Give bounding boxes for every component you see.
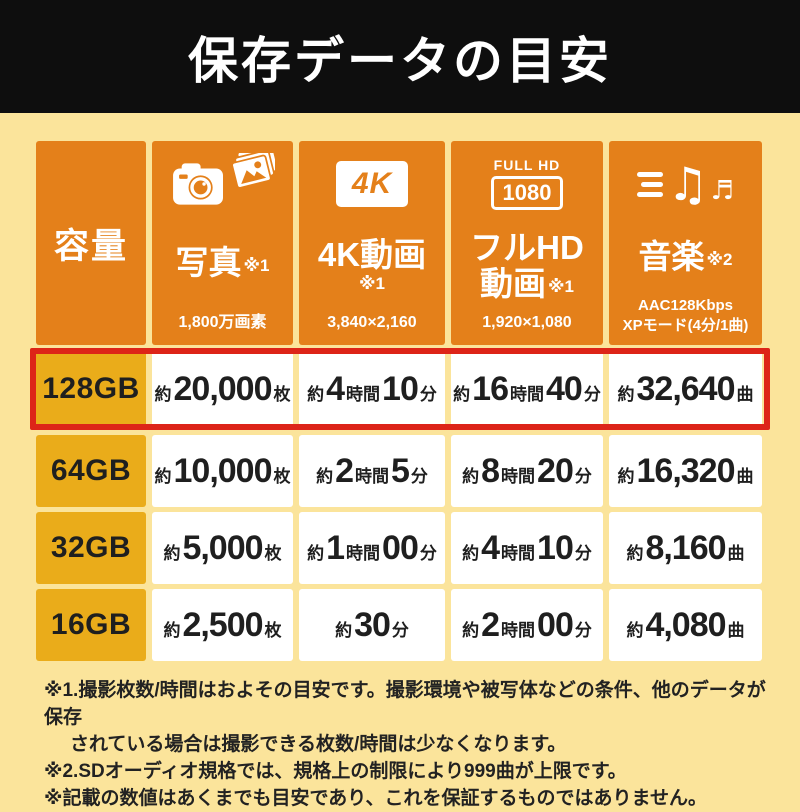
value-cell-32gb-4k: 約1 時間00 分	[299, 512, 445, 584]
column-header-fullhd-video: FULL HD 1080 フルHD 動画 ※1 1,920×1,080	[451, 141, 603, 345]
value-cell-128gb-music: 約32,640 曲	[609, 354, 762, 424]
photo-note: ※1	[243, 256, 270, 276]
value-cell-128gb-fullhd: 約16 時間40 分	[451, 354, 603, 424]
footnote-1-line1: ※1.撮影枚数/時間はおよその目安です。撮影環境や被写体などの条件、他のデータが…	[44, 680, 766, 728]
page-title: 保存データの目安	[188, 32, 612, 89]
photo-title: 写真	[175, 243, 242, 281]
camera-photos-icon-svg	[172, 153, 275, 205]
value-cell-64gb-fullhd: 約8 時間20 分	[451, 435, 603, 507]
value-cell-64gb-4k: 約2 時間5 分	[299, 435, 445, 507]
value-cell-16gb-fullhd: 約2 時間00 分	[451, 589, 603, 661]
capacity-header-label: 容量	[53, 226, 128, 266]
column-header-music: ♫ ♬ 音楽 ※2 AAC128Kbps XPモード(4分/1曲)	[609, 141, 762, 345]
music-title: 音楽	[638, 237, 705, 275]
music-note-large-glyph: ♫	[667, 157, 709, 211]
music-subtitle-line2: XPモード(4分/1曲)	[622, 316, 749, 334]
column-header-photo: 写真 ※1 1,800万画素	[152, 141, 293, 345]
capacity-cell-32gb: 32GB	[36, 512, 146, 584]
footnote-1-line2: されている場合は撮影できる枚数/時間は少なくなります。	[70, 734, 567, 755]
table-row-64gb: 64GB 約10,000 枚 約2 時間5 分 約8 時間20 分 約16,320 曲	[36, 435, 764, 507]
music-notes-icon: ♫ ♬	[609, 151, 762, 217]
fullhd-title-zone: フルHD 動画 ※1	[451, 217, 603, 314]
value-cell-128gb-4k: 約4 時間10 分	[299, 354, 445, 424]
fullhd-badge-number: 1080	[490, 175, 564, 210]
column-header-capacity: 容量	[36, 141, 146, 345]
value-cell-16gb-4k: 約30 分	[299, 589, 445, 661]
value-cell-128gb-photo: 約20,000 枚	[152, 354, 293, 424]
photo-subtitle: 1,800万画素	[178, 314, 267, 331]
footnote-3: ※記載の数値はあくまでも目安であり、これを保証するものではありません。	[44, 788, 707, 809]
fullhd-subtitle: 1,920×1,080	[482, 314, 572, 331]
value-cell-32gb-photo: 約5,000 枚	[152, 512, 293, 584]
fullhd-note: ※1	[548, 277, 574, 297]
capacity-cell-16gb: 16GB	[36, 589, 146, 661]
capacity-cell-128gb: 128GB	[36, 354, 146, 424]
music-subtitle: AAC128Kbps XPモード(4分/1曲)	[609, 296, 762, 335]
music-note: ※2	[706, 250, 733, 270]
fullhd-title-line2: 動画	[480, 264, 546, 302]
value-cell-16gb-music: 約4,080 曲	[609, 589, 762, 661]
music-subtitle-line1: AAC128Kbps	[637, 297, 734, 314]
music-note-small-glyph: ♬	[710, 176, 734, 206]
footnote-2: ※2.SDオーディオ規格では、規格上の制限により999曲が上限です。	[44, 761, 627, 782]
4k-title: 4K動画	[317, 235, 427, 273]
value-cell-64gb-music: 約16,320 曲	[609, 435, 762, 507]
fullhd-title-line1: フルHD	[470, 228, 584, 266]
storage-table: 容量	[30, 141, 770, 661]
fullhd-badge-top: FULL HD	[493, 157, 561, 174]
camera-photos-icon	[152, 151, 293, 217]
fullhd-badge-icon: FULL HD 1080	[451, 151, 603, 217]
value-cell-32gb-music: 約8,160 曲	[609, 512, 762, 584]
highlight-border-128gb: 128GB 約20,000 枚 約4 時間10 分 約16 時間40 分 約32,640 曲	[30, 348, 770, 430]
footnotes: ※1.撮影枚数/時間はおよその目安です。撮影環境や被写体などの条件、他のデータが…	[44, 677, 770, 812]
table-row-16gb: 16GB 約2,500 枚 約30 分 約2 時間00 分 約4,080 曲	[36, 589, 764, 661]
column-header-4k-video: 4K 4K動画 ※1 3,840×2,160	[299, 141, 445, 345]
value-cell-16gb-photo: 約2,500 枚	[152, 589, 293, 661]
capacity-cell-64gb: 64GB	[36, 435, 146, 507]
photo-title-zone: 写真 ※1	[152, 217, 293, 308]
4k-title-zone: 4K動画 ※1	[299, 217, 445, 314]
4k-badge-icon: 4K	[299, 151, 445, 217]
table-row-32gb: 32GB 約5,000 枚 約1 時間00 分 約4 時間10 分 約8,160 曲	[36, 512, 764, 584]
4k-note: ※1	[359, 274, 385, 294]
value-cell-64gb-photo: 約10,000 枚	[152, 435, 293, 507]
4k-subtitle: 3,840×2,160	[327, 314, 417, 331]
table-header-row: 容量	[36, 141, 764, 345]
title-bar: 保存データの目安	[0, 0, 800, 113]
4k-badge-label: 4K	[336, 161, 408, 207]
music-speed-lines	[637, 171, 664, 197]
value-cell-32gb-fullhd: 約4 時間10 分	[451, 512, 603, 584]
table-row-128gb: 128GB 約20,000 枚 約4 時間10 分 約16 時間40 分 約32,640 曲	[36, 354, 764, 424]
music-title-zone: 音楽 ※2	[609, 217, 762, 296]
